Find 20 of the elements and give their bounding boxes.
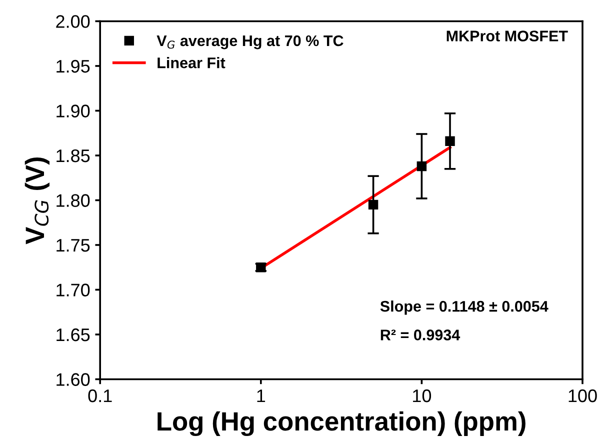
- x-tick-label: 100: [568, 389, 597, 402]
- annotation: MKProt MOSFET: [446, 30, 568, 42]
- y-tick-label: 2.00: [56, 15, 90, 28]
- x-axis-title: Log (Hg concentration) (ppm): [158, 411, 526, 436]
- y-tick-label: 1.85: [56, 149, 90, 162]
- annotation: R² = 0.9934: [380, 330, 460, 340]
- y-tick-label: 1.60: [56, 373, 90, 386]
- x-tick-label: 10: [413, 389, 432, 402]
- y-tick-label: 1.70: [56, 284, 90, 296]
- annotation: Slope = 0.1148 ± 0.0054: [380, 300, 548, 315]
- x-tick-label: 1: [257, 390, 266, 402]
- y-tick-label: 1.95: [56, 60, 90, 73]
- y-tick-label: 1.65: [56, 328, 90, 342]
- x-tick-label: 0.1: [88, 389, 112, 402]
- legend-label: Linear Fit: [158, 57, 226, 68]
- y-tick-label: 1.75: [56, 239, 90, 252]
- y-tick-label: 1.90: [56, 104, 90, 118]
- y-tick-label: 1.80: [56, 194, 90, 207]
- legend-label: V$_{G}$ average Hg at 70 % TC: [156, 35, 344, 50]
- y-axis-title: V$_{CG}$ (V): [24, 157, 50, 244]
